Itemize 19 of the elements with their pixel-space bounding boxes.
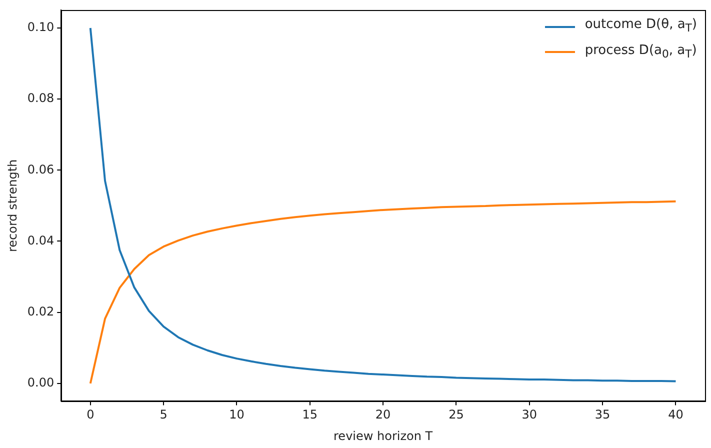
y-tick-label: 0.10 (27, 20, 54, 34)
x-tick-label: 30 (522, 408, 538, 422)
x-axis-title: review horizon T (334, 428, 434, 443)
x-tick-label: 35 (594, 408, 610, 422)
x-tick-label: 40 (668, 408, 684, 422)
x-tick-label: 10 (229, 408, 244, 422)
x-tick-label: 15 (302, 408, 318, 422)
x-tick-label: 25 (448, 408, 464, 422)
y-tick-label: 0.02 (27, 304, 54, 318)
legend-label: outcome D(θ, a$_{T}$) (584, 16, 697, 37)
y-axis-title: record strength (5, 159, 20, 252)
y-tick-label: 0.08 (27, 91, 54, 106)
x-tick-label: 0 (86, 408, 94, 422)
x-tick-label: 5 (160, 408, 168, 422)
legend-label: process D(a$_{0}$, a$_{T}$) (584, 42, 697, 62)
x-tick-label: 20 (375, 408, 391, 422)
y-tick-label: 0.00 (27, 376, 54, 390)
y-tick-label: 0.06 (27, 162, 54, 176)
y-tick-label: 0.04 (27, 233, 54, 248)
